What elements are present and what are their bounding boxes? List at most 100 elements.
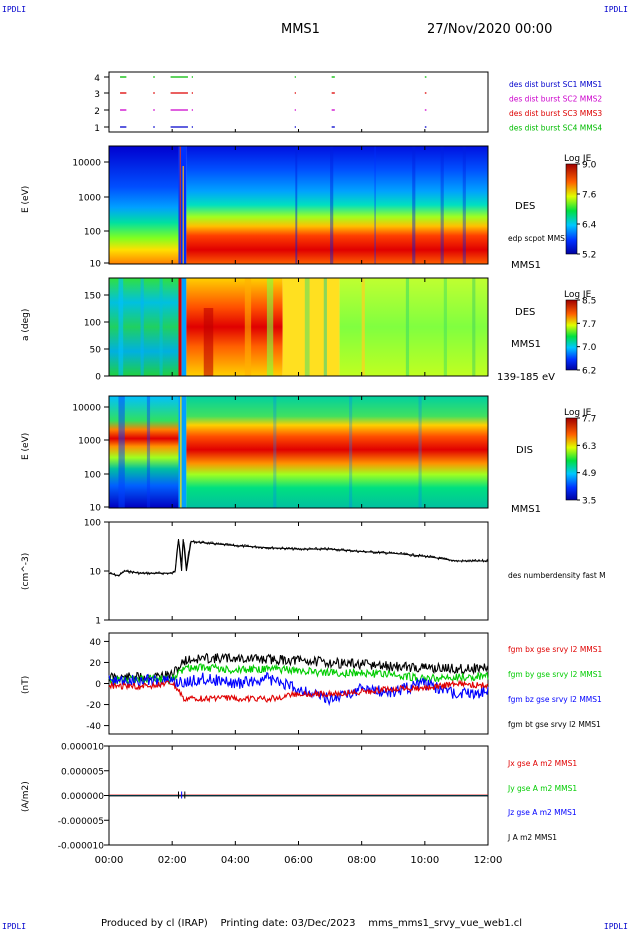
bfield-ytick-label: 20 — [90, 659, 102, 669]
des-energy-ytick-label: 10 — [90, 260, 102, 270]
time-axis-label: 04:00 — [221, 855, 250, 866]
des-pitch-cbar — [565, 299, 578, 371]
dis-energy-stripe — [180, 396, 182, 508]
bfield-legend-label: fgm bt gse srvy l2 MMS1 — [508, 720, 601, 729]
des-pitch-stripe — [405, 278, 410, 376]
current-ytick-label: -0.000005 — [58, 817, 104, 827]
dis-energy-stripe — [118, 396, 125, 508]
des-pitch-ytick-label: 100 — [84, 319, 101, 329]
footer-file: mms_mms1_srvy_vue_web1.cl — [368, 918, 523, 929]
des-energy-stripe — [462, 146, 466, 264]
des-energy-stripe — [374, 146, 376, 264]
burst-ytick-label: 1 — [94, 124, 100, 134]
dis-energy-label: DIS — [516, 445, 533, 456]
footer-produced: Produced by cl (IRAP) — [101, 918, 208, 929]
des-pitch-cbar-label: 6.2 — [582, 367, 596, 377]
des-energy-cbar-label: 7.6 — [582, 191, 597, 201]
des-pitch-ylabel: a (deg) — [21, 309, 31, 341]
burst-frame — [108, 71, 489, 133]
des-pitch-stripe — [304, 278, 310, 376]
des-pitch-stripe — [118, 278, 124, 376]
des-pitch-stripe — [443, 278, 447, 376]
des-energy-stripe — [440, 146, 444, 264]
des-energy-ylabel: E (eV) — [21, 186, 31, 213]
dis-energy-cbar-label: 3.5 — [582, 497, 596, 507]
burst-ytick-label: 4 — [94, 74, 100, 84]
burst-legend-label: des dist burst SC2 MMS2 — [509, 95, 602, 104]
des-energy-ytick-label: 1000 — [78, 194, 101, 204]
corner-tl: IPDLI — [2, 5, 27, 14]
density-ylabel: (cm^-3) — [21, 553, 31, 590]
mission-title: MMS1 — [281, 22, 320, 37]
des-energy-early — [109, 146, 179, 264]
des-pitch-cbar-title: Log JE — [564, 290, 592, 300]
des-energy-cbar-label: 5.2 — [582, 251, 596, 261]
des-pitch-cbar-label: 8.5 — [582, 297, 596, 307]
des-pitch-cbar-label: 7.0 — [582, 343, 597, 353]
dis-energy-cbar-label: 4.9 — [582, 469, 597, 479]
bfield-ytick-label: 40 — [90, 638, 102, 648]
burst-legend-label: des dist burst SC3 MMS3 — [509, 109, 602, 118]
des-energy-stripe — [179, 146, 181, 264]
bfield-ytick-label: -20 — [86, 701, 101, 711]
footer: Produced by cl (IRAP) Printing date: 03/… — [101, 918, 522, 929]
time-axis-label: 08:00 — [347, 855, 376, 866]
des-energy-ytick-label: 100 — [84, 228, 101, 238]
bfield — [108, 632, 489, 735]
burst-ytick-label: 3 — [94, 90, 100, 100]
time-axis-label: 02:00 — [158, 855, 187, 866]
dis-energy-stripe — [418, 396, 422, 508]
dis-energy-ytick-label: 10000 — [72, 404, 101, 414]
bfield-legend-label: fgm by gse srvy l2 MMS1 — [508, 670, 603, 679]
des-pitch-mid2 — [282, 278, 340, 376]
current-legend-label: Jz gse A m2 MMS1 — [507, 808, 577, 817]
burst-legend-label: des dist burst SC4 MMS4 — [509, 124, 602, 133]
corner-br: IPDLI — [603, 922, 628, 931]
des-pitch-ytick-label: 50 — [90, 346, 102, 356]
dis-energy-cbar-label: 7.7 — [582, 415, 596, 425]
des-energy-cbar-title: Log JE — [564, 154, 592, 164]
current-legend-label: J A m2 MMS1 — [507, 833, 557, 842]
density-series-line — [108, 538, 488, 577]
bfield-series-0 — [108, 652, 489, 683]
bfield-ytick-label: -40 — [86, 722, 101, 732]
current-ylabel: (A/m2) — [21, 781, 31, 812]
current-ytick-label: 0.000000 — [61, 792, 104, 802]
current-legend-label: Jx gse A m2 MMS1 — [507, 759, 577, 768]
bfield-ytick-label: 0 — [95, 680, 101, 690]
dis-energy-cbar-title: Log JE — [564, 408, 592, 418]
bfield-series-2 — [108, 671, 489, 707]
dis-energy-gap — [178, 396, 187, 508]
corner-bl: IPDLI — [2, 922, 27, 931]
des-pitch-stripe — [203, 308, 214, 376]
bfield-series-3 — [108, 679, 489, 704]
des-energy-ytick-label: 10000 — [72, 159, 101, 169]
dis-energy-ytick-label: 100 — [84, 471, 101, 481]
des-pitch-ytick-label: 0 — [95, 373, 101, 383]
bfield-ylabel: (nT) — [21, 676, 31, 694]
density-ytick-label: 100 — [84, 519, 101, 529]
current-ytick-label: 0.000010 — [61, 743, 104, 753]
density-ytick-label: 1 — [95, 617, 101, 627]
dis-energy-label2: MMS1 — [511, 504, 541, 515]
des-energy-label: DES — [515, 201, 535, 212]
time-axis-label: 00:00 — [95, 855, 124, 866]
bfield-legend-label: fgm bz gse srvy l2 MMS1 — [508, 695, 602, 704]
des-energy-overlay-label: edp scpot MMS1 — [508, 234, 570, 243]
des-energy-stripe — [412, 146, 416, 264]
footer-printing: Printing date: 03/Dec/2023 — [220, 918, 356, 929]
time-axis-label: 12:00 — [474, 855, 503, 866]
date-title: 27/Nov/2020 00:00 — [427, 22, 553, 37]
time-axis-label: 10:00 — [410, 855, 439, 866]
dis-energy-late — [186, 396, 489, 508]
des-energy-cbar-label: 6.4 — [582, 221, 597, 231]
des-pitch-stripe — [323, 278, 327, 376]
dis-energy-stripe — [146, 396, 151, 508]
dis-energy-ylabel: E (eV) — [21, 433, 31, 460]
burst-ytick-label: 2 — [94, 107, 100, 117]
corner-tr: IPDLI — [603, 5, 628, 14]
des-energy-cbar — [565, 163, 578, 255]
bfield-legend-label: fgm bx gse srvy l2 MMS1 — [508, 645, 603, 654]
density — [108, 521, 489, 621]
